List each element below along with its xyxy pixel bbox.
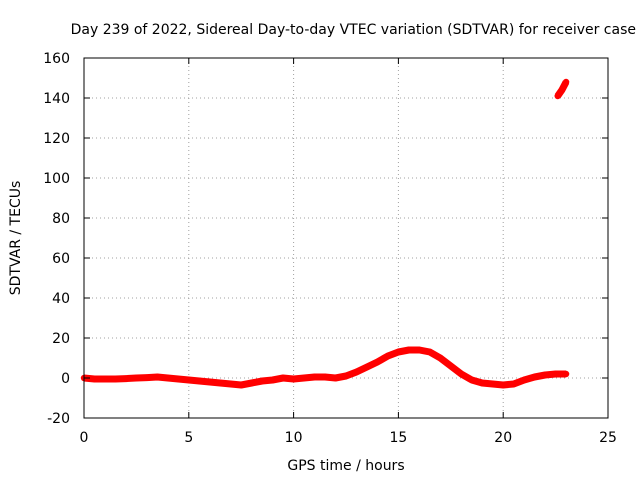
grid	[84, 58, 608, 418]
data-point	[353, 368, 360, 376]
plot-frame	[83, 57, 609, 419]
data-point	[363, 363, 371, 371]
data-point	[395, 348, 402, 356]
data-point	[164, 374, 172, 382]
data-point	[206, 378, 213, 386]
data-point	[300, 374, 308, 382]
y-tick-label: 160	[43, 51, 70, 67]
data-point	[112, 375, 119, 383]
data-point	[531, 373, 538, 381]
data-point	[91, 375, 98, 383]
data-point	[405, 346, 413, 354]
data-point	[185, 376, 192, 384]
y-tick-label: 120	[43, 131, 70, 147]
data-point	[175, 375, 182, 383]
x-tick-label: 0	[80, 430, 89, 446]
data-point	[238, 381, 245, 389]
data-point	[321, 373, 329, 381]
data-point	[342, 372, 350, 380]
data-point	[541, 371, 549, 379]
data-point	[458, 370, 465, 378]
x-tick-label: 25	[599, 430, 617, 446]
data-point	[510, 380, 517, 388]
data-point	[122, 375, 130, 382]
y-tick-label: 60	[52, 251, 70, 267]
y-tick-label: 100	[43, 171, 70, 187]
data-point	[227, 380, 234, 388]
x-axis-label: GPS time / hours	[287, 458, 404, 474]
x-tick-label: 15	[389, 430, 407, 446]
data-point	[468, 376, 475, 384]
data-point	[558, 86, 566, 94]
data-point	[374, 358, 381, 366]
data-point	[101, 375, 109, 383]
chart-title: Day 239 of 2022, Sidereal Day-to-day VTE…	[71, 22, 636, 38]
data-point	[437, 354, 444, 362]
data-point	[217, 379, 224, 387]
y-tick-label: 140	[43, 91, 70, 107]
data-point	[269, 376, 276, 384]
data-point	[258, 377, 266, 385]
y-tick-label: 40	[52, 291, 70, 307]
data-point	[248, 379, 255, 387]
y-tick-label: 20	[52, 331, 70, 347]
x-tick-label: 5	[184, 430, 193, 446]
data-point	[562, 78, 570, 86]
y-axis-label: SDTVAR / TECUs	[8, 181, 24, 296]
series-layer	[80, 78, 570, 389]
y-tick-label: -20	[47, 411, 70, 427]
data-point	[384, 352, 392, 360]
data-point	[143, 374, 151, 381]
data-point	[520, 376, 528, 384]
data-point	[332, 374, 339, 382]
data-point	[154, 373, 161, 381]
data-point	[447, 362, 454, 370]
y-tick-label: 0	[61, 371, 70, 387]
data-point	[311, 373, 318, 381]
data-point	[500, 381, 507, 389]
data-point	[133, 374, 140, 382]
data-point	[552, 370, 559, 378]
data-point	[562, 370, 570, 378]
data-point	[426, 348, 434, 356]
data-point	[196, 377, 203, 385]
data-point	[554, 92, 561, 100]
y-tick-label: 80	[52, 211, 70, 227]
data-point	[489, 380, 496, 388]
tick-layer: 0 5 10 15 20 25 -20 0 20 40 60 80 100 120 140 160	[43, 51, 617, 446]
data-point	[290, 375, 297, 383]
data-point	[416, 346, 423, 354]
x-tick-label: 10	[285, 430, 303, 446]
x-tick-label: 20	[494, 430, 512, 446]
data-point	[479, 379, 486, 387]
data-point	[279, 374, 287, 382]
